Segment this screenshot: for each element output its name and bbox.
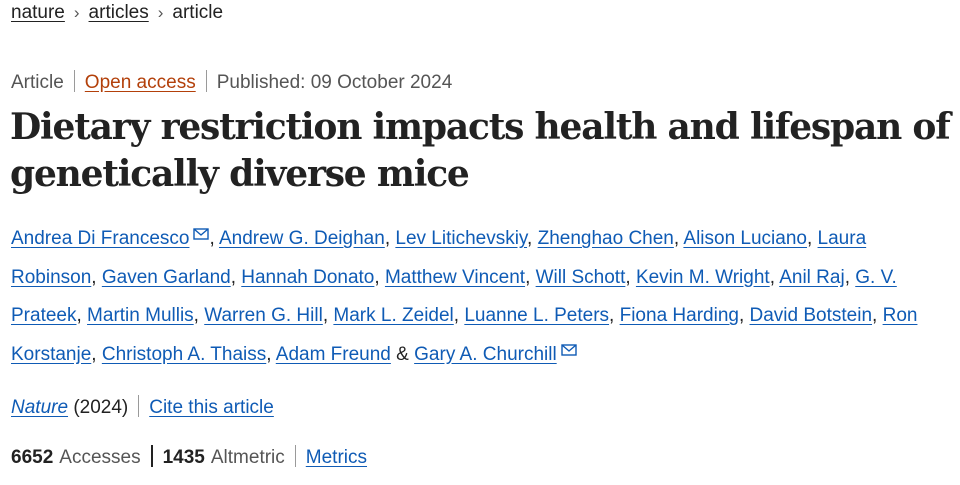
author-link[interactable]: Luanne L. Peters bbox=[464, 305, 610, 326]
divider bbox=[138, 395, 140, 417]
author-separator: , bbox=[374, 266, 380, 288]
breadcrumb-link-nature[interactable]: nature bbox=[11, 2, 65, 23]
author-separator: , bbox=[453, 305, 460, 326]
author-link[interactable]: Gaven Garland bbox=[101, 266, 231, 288]
metrics-link[interactable]: Metrics bbox=[305, 447, 368, 468]
author-link[interactable]: Will Schott bbox=[535, 266, 626, 288]
author-separator: , bbox=[673, 228, 680, 249]
author-separator: , bbox=[844, 266, 850, 288]
author-link[interactable]: Fiona Harding bbox=[619, 305, 739, 326]
author-separator: , bbox=[322, 305, 329, 326]
author-separator: , bbox=[91, 266, 97, 288]
author-link[interactable]: Anil Raj bbox=[779, 266, 845, 288]
author-link[interactable]: Zhenghao Chen bbox=[537, 228, 674, 249]
author-separator: , bbox=[527, 228, 533, 249]
author-link[interactable]: Adam Freund bbox=[275, 343, 391, 365]
published-date: Published: 09 October 2024 bbox=[216, 72, 453, 93]
page-title: Dietary restriction impacts health and l… bbox=[10, 106, 951, 195]
envelope-icon[interactable] bbox=[193, 228, 210, 240]
altmetric-count: 1435 bbox=[162, 447, 205, 468]
breadcrumb-current: article bbox=[172, 2, 224, 23]
author-link[interactable]: G. V. Prateek bbox=[11, 266, 897, 327]
author-separator: , bbox=[91, 343, 97, 365]
author-link[interactable]: Lev Litichevskiy bbox=[395, 228, 528, 249]
cite-article-link[interactable]: Cite this article bbox=[149, 397, 274, 418]
author-separator: , bbox=[769, 266, 775, 288]
breadcrumb-separator-icon: › bbox=[73, 3, 80, 22]
author-separator: , bbox=[209, 228, 215, 249]
author-separator: , bbox=[76, 305, 82, 326]
author-separator: , bbox=[806, 228, 813, 249]
author-link[interactable]: Christoph A. Thaiss bbox=[101, 343, 267, 365]
open-access-link[interactable]: Open access bbox=[84, 72, 196, 93]
divider bbox=[73, 70, 75, 92]
author-link[interactable]: Andrew G. Deighan bbox=[218, 228, 385, 249]
author-separator: , bbox=[384, 228, 391, 249]
author-separator: , bbox=[872, 305, 878, 326]
author-link[interactable]: Ron Korstanje bbox=[11, 305, 918, 365]
article-type: Article bbox=[11, 72, 64, 93]
breadcrumb-separator-icon: › bbox=[157, 3, 164, 22]
altmetric-label: Altmetric bbox=[210, 447, 285, 468]
author-separator: , bbox=[266, 343, 272, 365]
metrics-line: 6652 Accesses 1435 Altmetric Metrics bbox=[11, 445, 367, 471]
author-link[interactable]: Laura Robinson bbox=[11, 228, 867, 288]
author-separator: , bbox=[193, 305, 199, 326]
journal-line: Nature (2024) Cite this article bbox=[11, 395, 274, 421]
divider bbox=[205, 70, 207, 92]
author-link[interactable]: Mark L. Zeidel bbox=[333, 305, 454, 326]
author-link[interactable]: Andrea Di Francesco bbox=[11, 228, 190, 249]
envelope-icon[interactable] bbox=[560, 343, 577, 356]
author-separator: , bbox=[230, 266, 236, 288]
author-link[interactable]: Hannah Donato bbox=[241, 266, 375, 288]
author-link[interactable]: David Botstein bbox=[749, 305, 873, 326]
author-list: Andrea Di Francesco, Andrew G. Deighan, … bbox=[11, 220, 951, 374]
author-separator: , bbox=[525, 266, 531, 288]
author-link[interactable]: Gary A. Churchill bbox=[414, 343, 557, 365]
author-link[interactable]: Alison Luciano bbox=[683, 228, 807, 249]
article-meta: Article Open access Published: 09 October … bbox=[11, 70, 452, 95]
author-separator: , bbox=[738, 305, 745, 326]
author-link[interactable]: Kevin M. Wright bbox=[635, 266, 770, 288]
author-separator: , bbox=[609, 305, 615, 326]
author-ampersand: & bbox=[396, 343, 409, 365]
divider bbox=[150, 445, 153, 467]
author-link[interactable]: Martin Mullis bbox=[87, 305, 194, 326]
author-separator: , bbox=[625, 266, 631, 288]
breadcrumb: nature › articles › article bbox=[11, 1, 223, 25]
author-link[interactable]: Matthew Vincent bbox=[384, 266, 526, 288]
author-link[interactable]: Warren G. Hill bbox=[204, 305, 323, 326]
accesses-label: Accesses bbox=[59, 447, 141, 468]
divider bbox=[294, 445, 296, 467]
breadcrumb-link-articles[interactable]: articles bbox=[88, 2, 149, 23]
accesses-count: 6652 bbox=[11, 447, 54, 468]
journal-year: (2024) bbox=[73, 397, 129, 418]
journal-link[interactable]: Nature bbox=[11, 397, 69, 418]
